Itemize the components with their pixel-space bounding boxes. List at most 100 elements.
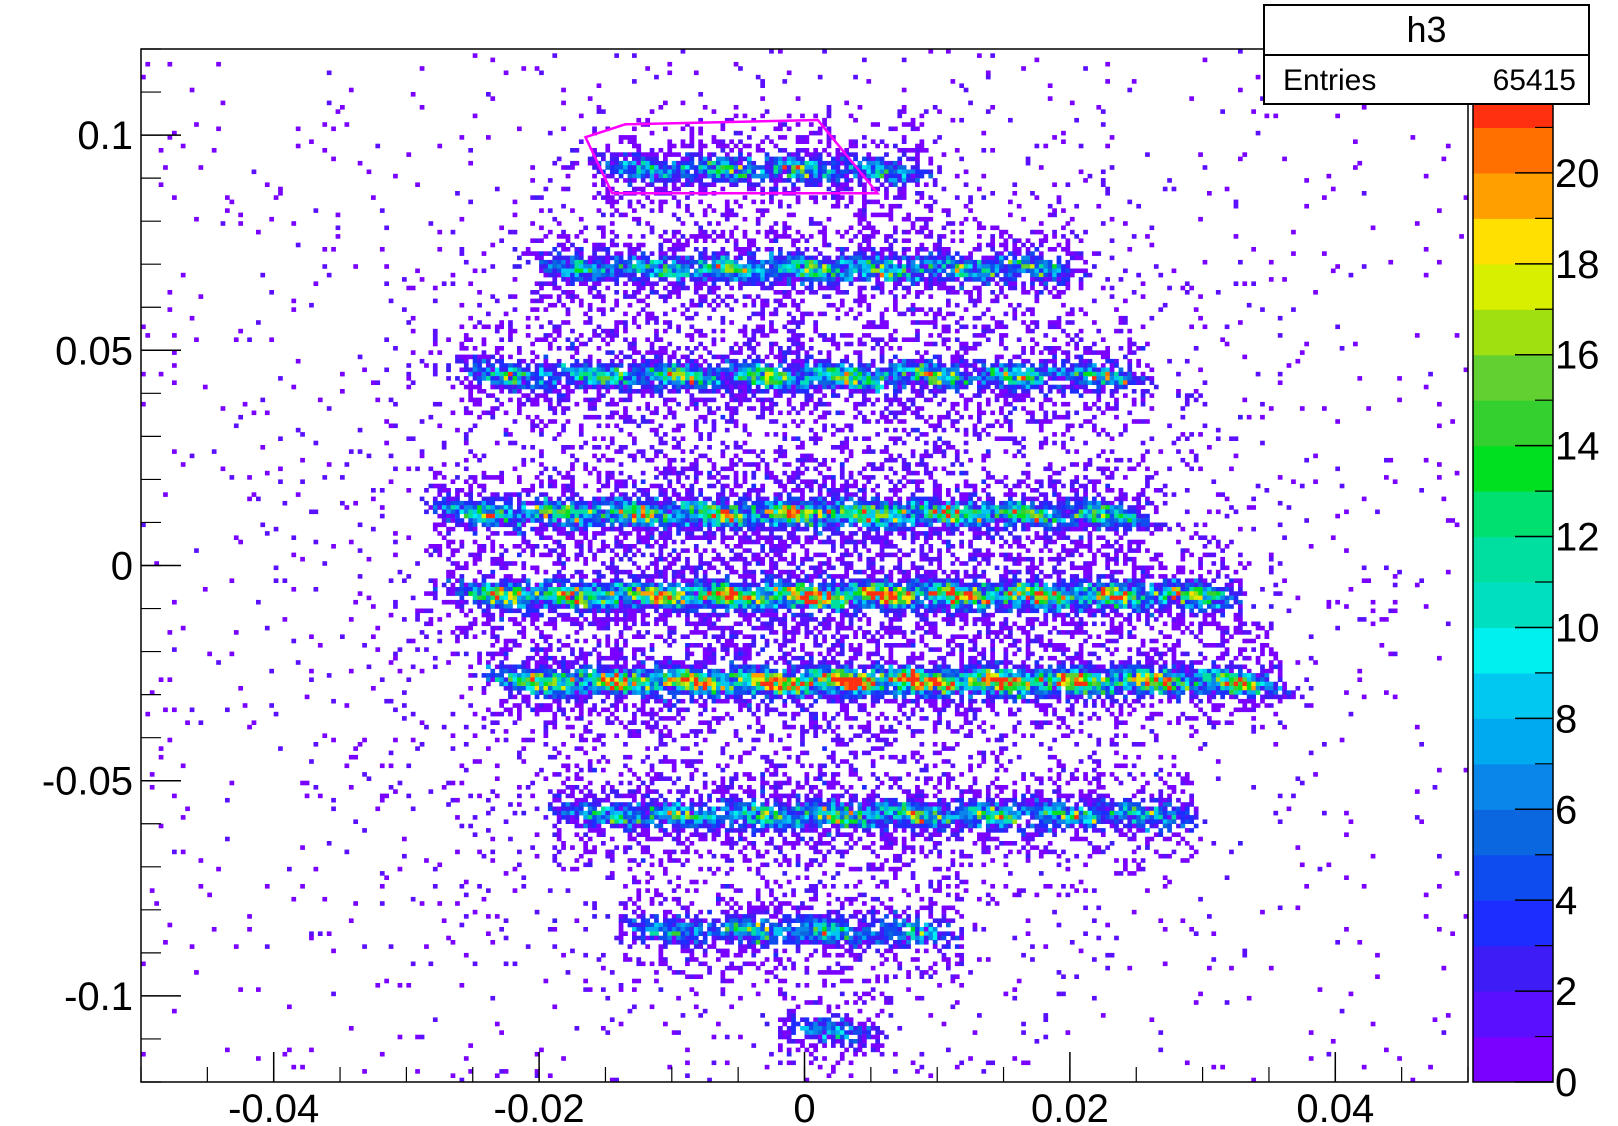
heatmap-cell	[844, 178, 850, 183]
heatmap-cell	[968, 414, 973, 420]
heatmap-cell	[791, 376, 796, 381]
heatmap-cell	[702, 259, 708, 265]
heatmap-cell	[468, 393, 474, 398]
heatmap-cell	[671, 414, 677, 420]
heatmap-cell	[609, 337, 615, 342]
heatmap-cell	[534, 414, 540, 420]
heatmap-cell	[884, 341, 889, 347]
heatmap-cell	[711, 389, 717, 394]
heatmap-cell	[773, 143, 779, 149]
heatmap-cell	[968, 100, 973, 106]
heatmap-cell	[875, 419, 881, 424]
heatmap-cell	[269, 337, 275, 342]
heatmap-cell	[649, 384, 655, 390]
heatmap-cell	[817, 229, 823, 235]
heatmap-cell	[968, 371, 973, 377]
heatmap-cell	[769, 225, 774, 231]
heatmap-cell	[552, 328, 558, 334]
heatmap-cell	[698, 173, 704, 179]
heatmap-cell	[817, 389, 823, 394]
heatmap-cell	[857, 242, 863, 248]
heatmap-cell	[742, 165, 748, 170]
heatmap-cell	[866, 178, 872, 183]
heatmap-cell	[636, 160, 642, 166]
heatmap-cell	[667, 268, 673, 274]
heatmap-cell	[857, 376, 863, 381]
heatmap-cell	[627, 165, 633, 170]
heatmap-cell	[893, 414, 898, 420]
heatmap-cell	[985, 74, 991, 80]
heatmap-cell	[782, 281, 788, 286]
heatmap-cell	[1052, 264, 1057, 269]
heatmap-cell	[658, 203, 664, 209]
heatmap-cell	[906, 173, 911, 179]
heatmap-cell	[764, 432, 770, 437]
heatmap-cell	[716, 221, 721, 226]
heatmap-cell	[751, 367, 757, 373]
heatmap-cell	[463, 436, 469, 441]
heatmap-cell	[844, 203, 850, 209]
heatmap-cell	[923, 358, 929, 364]
heatmap-cell	[848, 389, 854, 394]
heatmap-cell	[1083, 371, 1088, 377]
heatmap-cell	[1450, 419, 1456, 424]
heatmap-cell	[490, 384, 496, 390]
heatmap-cell	[711, 290, 717, 295]
heatmap-cell	[733, 225, 739, 231]
heatmap-cell	[1065, 401, 1071, 407]
heatmap-cell	[711, 337, 717, 342]
heatmap-cell	[592, 328, 597, 334]
heatmap-cell	[724, 199, 730, 205]
heatmap-cell	[632, 376, 637, 381]
heatmap-cell	[857, 401, 863, 407]
heatmap-cell	[539, 324, 544, 330]
heatmap-cell	[954, 328, 960, 334]
heatmap-cell	[826, 169, 832, 175]
heatmap-cell	[941, 427, 947, 433]
heatmap-cell	[755, 324, 761, 330]
heatmap-cell	[1242, 152, 1248, 157]
heatmap-cell	[950, 384, 956, 390]
heatmap-cell	[654, 337, 659, 342]
heatmap-cell	[875, 268, 881, 274]
heatmap-cell	[804, 182, 810, 187]
heatmap-cell	[1092, 401, 1097, 407]
heatmap-cell	[848, 384, 854, 390]
heatmap-cell	[941, 371, 947, 377]
heatmap-cell	[822, 337, 827, 342]
heatmap-cell	[605, 173, 611, 179]
heatmap-cell	[609, 173, 615, 179]
heatmap-cell	[406, 285, 412, 291]
heatmap-cell	[632, 169, 637, 175]
heatmap-cell	[481, 341, 487, 347]
heatmap-cell	[1100, 122, 1106, 127]
heatmap-cell	[632, 152, 637, 157]
heatmap-cell	[1109, 406, 1115, 411]
heatmap-cell	[1092, 367, 1097, 373]
heatmap-cell	[862, 169, 867, 175]
heatmap-cell	[932, 440, 938, 446]
heatmap-cell	[968, 272, 973, 278]
heatmap-cell	[623, 397, 628, 403]
heatmap-cell	[844, 311, 850, 317]
heatmap-cell	[1052, 358, 1057, 364]
heatmap-cell	[1056, 320, 1062, 325]
heatmap-cell	[946, 324, 951, 330]
heatmap-cell	[946, 414, 951, 420]
heatmap-cell	[742, 268, 748, 274]
heatmap-cell	[963, 358, 969, 364]
heatmap-cell	[981, 427, 987, 433]
heatmap-cell	[680, 285, 686, 291]
heatmap-cell	[1016, 259, 1022, 265]
heatmap-cell	[831, 376, 836, 381]
heatmap-cell	[817, 268, 823, 274]
heatmap-cell	[552, 285, 558, 291]
heatmap-cell	[848, 264, 854, 269]
heatmap-cell	[587, 354, 593, 360]
heatmap-cell	[1105, 432, 1111, 437]
heatmap-cell	[985, 397, 991, 403]
heatmap-cell	[915, 290, 920, 295]
heatmap-cell	[839, 363, 845, 368]
heatmap-cell	[658, 247, 664, 252]
heatmap-cell	[879, 371, 885, 377]
